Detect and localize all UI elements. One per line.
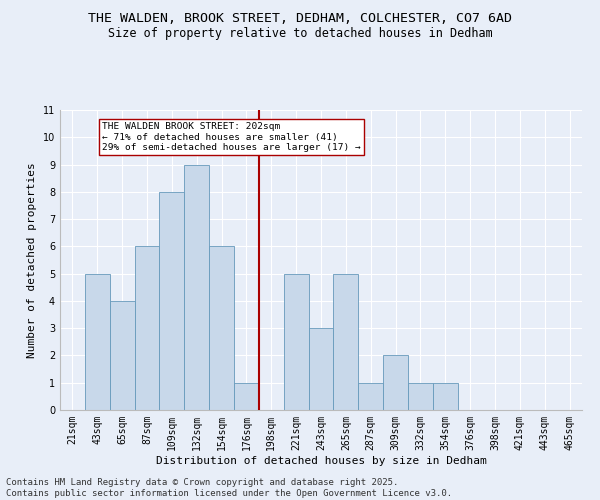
Bar [209,246,234,410]
Bar [85,274,110,410]
Text: THE WALDEN BROOK STREET: 202sqm
← 71% of detached houses are smaller (41)
29% of: THE WALDEN BROOK STREET: 202sqm ← 71% of… [102,122,361,152]
Bar [184,164,209,410]
X-axis label: Distribution of detached houses by size in Dedham: Distribution of detached houses by size … [155,456,487,466]
Bar [433,382,458,410]
Bar [110,301,134,410]
Y-axis label: Number of detached properties: Number of detached properties [28,162,37,358]
Bar [134,246,160,410]
Bar [383,356,408,410]
Bar [284,274,308,410]
Bar [408,382,433,410]
Bar [358,382,383,410]
Text: THE WALDEN, BROOK STREET, DEDHAM, COLCHESTER, CO7 6AD: THE WALDEN, BROOK STREET, DEDHAM, COLCHE… [88,12,512,26]
Text: Size of property relative to detached houses in Dedham: Size of property relative to detached ho… [107,28,493,40]
Bar [234,382,259,410]
Bar [308,328,334,410]
Bar [334,274,358,410]
Bar [160,192,184,410]
Text: Contains HM Land Registry data © Crown copyright and database right 2025.
Contai: Contains HM Land Registry data © Crown c… [6,478,452,498]
